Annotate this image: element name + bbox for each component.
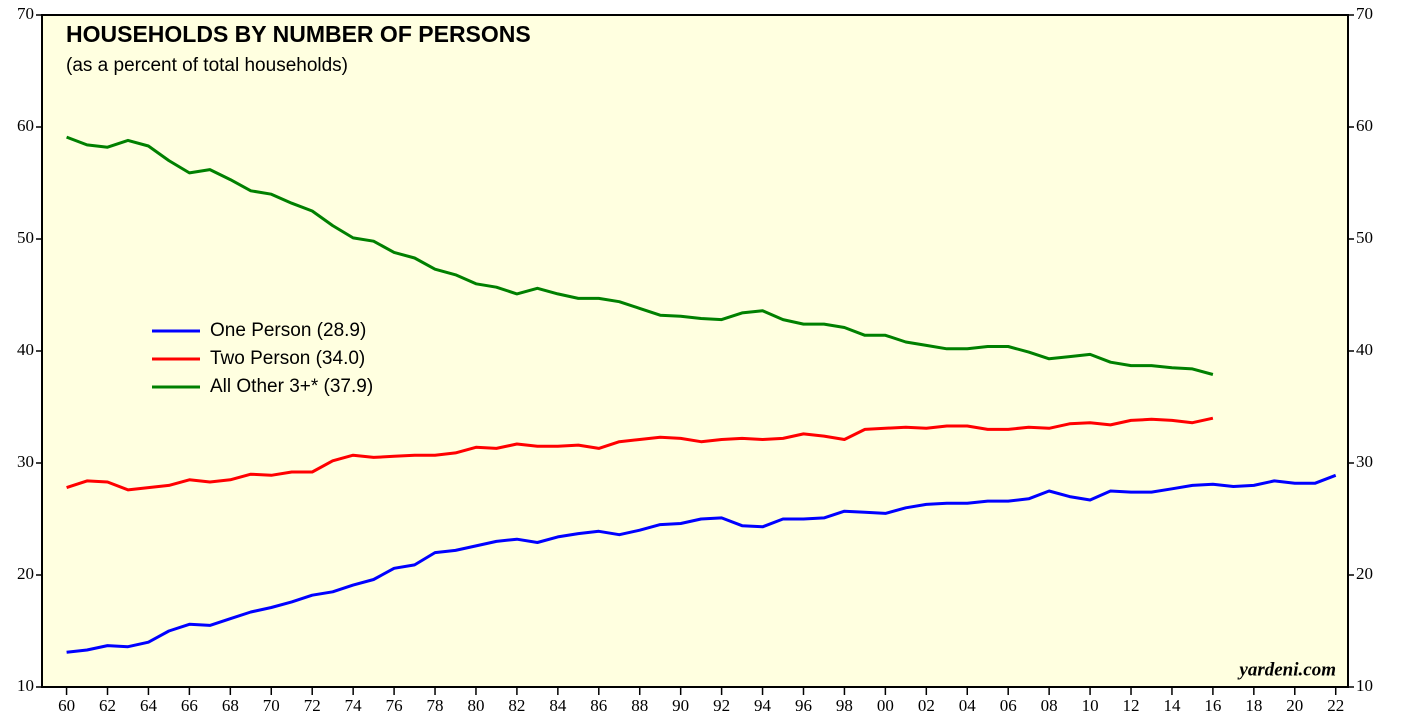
x-tick-label: 60 xyxy=(58,696,75,715)
x-tick-label: 76 xyxy=(386,696,403,715)
y-tick-label: 70 xyxy=(17,4,34,23)
y2-tick-label: 50 xyxy=(1356,228,1373,247)
x-tick-label: 82 xyxy=(508,696,525,715)
x-tick-label: 62 xyxy=(99,696,116,715)
x-tick-label: 12 xyxy=(1123,696,1140,715)
x-tick-label: 18 xyxy=(1245,696,1262,715)
x-tick-label: 92 xyxy=(713,696,730,715)
x-tick-label: 22 xyxy=(1327,696,1344,715)
y2-tick-label: 20 xyxy=(1356,564,1373,583)
x-tick-label: 20 xyxy=(1286,696,1303,715)
x-tick-label: 14 xyxy=(1163,696,1181,715)
y2-tick-label: 60 xyxy=(1356,116,1373,135)
series-line xyxy=(66,473,1337,654)
x-tick-label: 96 xyxy=(795,696,812,715)
x-tick-label: 68 xyxy=(222,696,239,715)
series-line xyxy=(66,135,1214,376)
x-tick-label: 06 xyxy=(1000,696,1017,715)
x-tick-label: 84 xyxy=(549,696,567,715)
x-tick-label: 90 xyxy=(672,696,689,715)
x-tick-label: 80 xyxy=(467,696,484,715)
x-tick-label: 64 xyxy=(140,696,158,715)
x-tick-label: 74 xyxy=(345,696,363,715)
x-tick-label: 08 xyxy=(1041,696,1058,715)
x-tick-label: 04 xyxy=(959,696,977,715)
series-line xyxy=(66,416,1214,492)
x-tick-label: 86 xyxy=(590,696,607,715)
x-tick-label: 02 xyxy=(918,696,935,715)
chart-title: HOUSEHOLDS BY NUMBER OF PERSONS xyxy=(66,21,531,47)
x-tick-label: 72 xyxy=(304,696,321,715)
y2-tick-label: 10 xyxy=(1356,676,1373,695)
x-tick-label: 78 xyxy=(427,696,444,715)
legend-label: One Person (28.9) xyxy=(210,320,366,341)
y2-tick-label: 40 xyxy=(1356,340,1373,359)
x-tick-label: 98 xyxy=(836,696,853,715)
x-tick-label: 88 xyxy=(631,696,648,715)
y-tick-label: 20 xyxy=(17,564,34,583)
legend-label: All Other 3+* (37.9) xyxy=(210,376,373,397)
y-tick-label: 30 xyxy=(17,452,34,471)
x-tick-label: 16 xyxy=(1204,696,1221,715)
legend-label: Two Person (34.0) xyxy=(210,348,365,369)
x-tick-label: 94 xyxy=(754,696,772,715)
y2-tick-label: 30 xyxy=(1356,452,1373,471)
x-tick-label: 10 xyxy=(1082,696,1099,715)
y2-tick-label: 70 xyxy=(1356,4,1373,23)
y-tick-label: 10 xyxy=(17,676,34,695)
y-tick-label: 60 xyxy=(17,116,34,135)
plot-area xyxy=(41,14,1349,688)
x-tick-label: 70 xyxy=(263,696,280,715)
x-tick-label: 00 xyxy=(877,696,894,715)
x-tick-label: 66 xyxy=(181,696,198,715)
chart-subtitle: (as a percent of total households) xyxy=(66,55,348,76)
y-tick-label: 40 xyxy=(17,340,34,359)
source: yardeni.com xyxy=(1237,659,1336,680)
y-tick-label: 50 xyxy=(17,228,34,247)
